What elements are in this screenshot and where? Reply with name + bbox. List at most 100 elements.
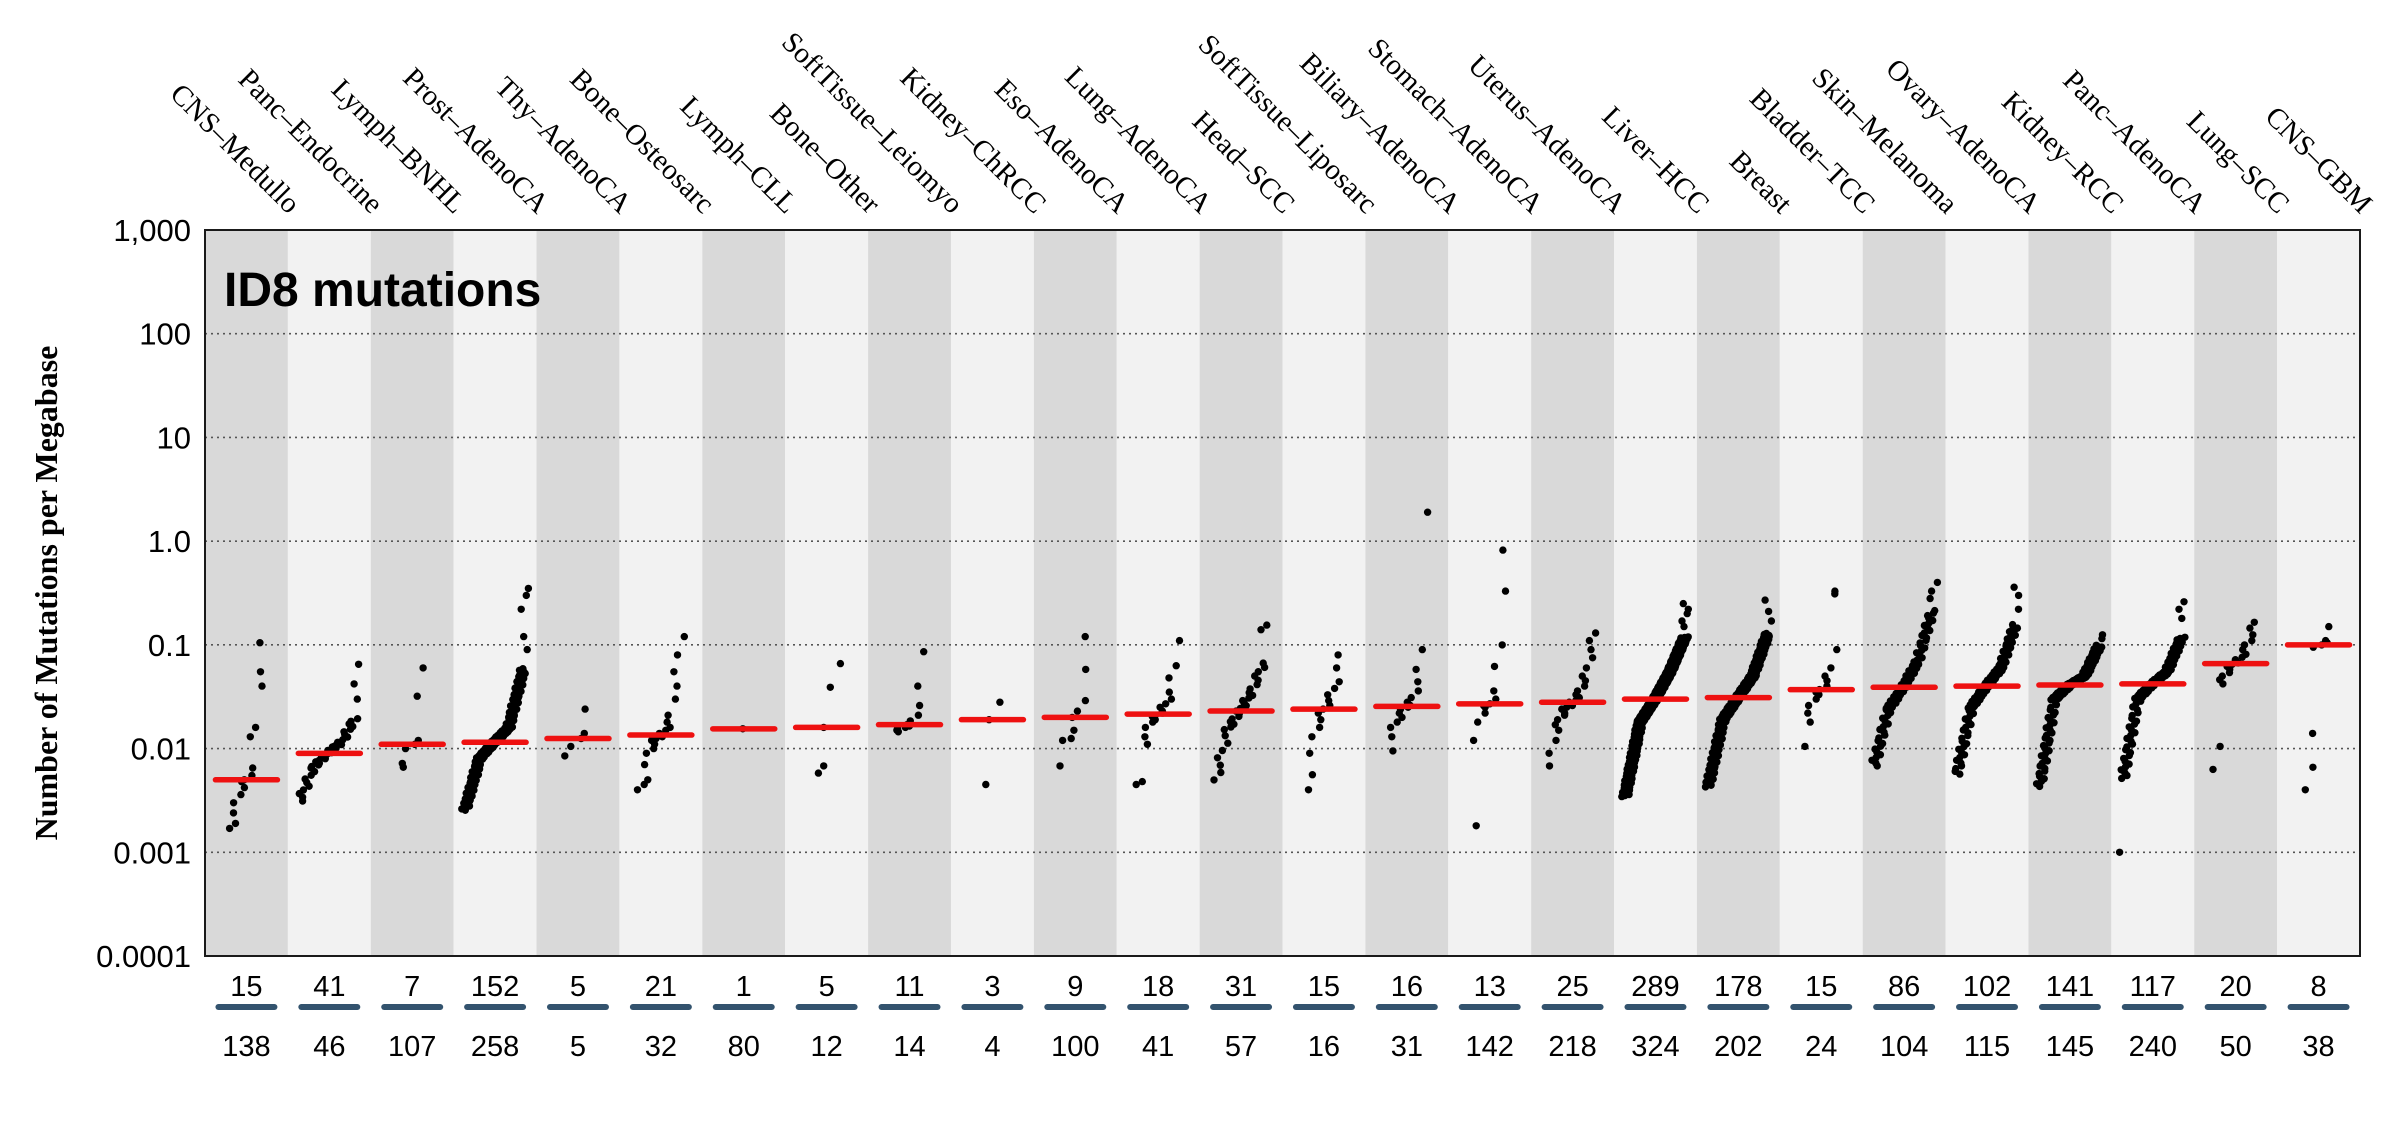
sample-dot xyxy=(1591,629,1600,637)
sample-dot xyxy=(1678,617,1686,625)
sample-dot xyxy=(2249,631,2257,639)
bottom-count: 32 xyxy=(645,1031,677,1063)
sample-dot xyxy=(1308,771,1317,779)
category-band xyxy=(1614,230,1697,956)
sample-dot xyxy=(1386,723,1395,732)
sample-dot xyxy=(1306,749,1314,757)
sample-dot xyxy=(2325,622,2333,631)
category-band xyxy=(1448,230,1532,956)
top-count: 289 xyxy=(1631,971,1679,1003)
sample-dot xyxy=(1481,709,1489,717)
sample-dot xyxy=(340,728,348,736)
sample-dot xyxy=(523,645,531,654)
sample-dot xyxy=(1552,736,1560,745)
top-count: 16 xyxy=(1391,971,1423,1003)
sample-dot xyxy=(231,819,240,828)
sample-dot xyxy=(982,780,990,789)
top-count: 31 xyxy=(1225,971,1257,1003)
category-band xyxy=(619,230,703,956)
top-count: 86 xyxy=(1888,971,1920,1003)
sample-dot xyxy=(1916,639,1924,647)
sample-dot xyxy=(1762,629,1771,638)
count-divider xyxy=(878,1004,941,1010)
y-tick-label: 0.0001 xyxy=(96,939,191,974)
sample-dot xyxy=(1073,707,1082,715)
sample-dot xyxy=(1804,701,1813,710)
y-tick-label: 100 xyxy=(139,317,191,352)
sample-dot xyxy=(1578,672,1587,680)
sample-dot xyxy=(1761,596,1769,604)
count-divider xyxy=(546,1004,609,1010)
top-count: 18 xyxy=(1142,971,1174,1003)
sample-dot xyxy=(2175,605,2183,613)
sample-dot xyxy=(567,742,575,751)
bottom-count: 12 xyxy=(811,1031,843,1063)
top-count: 20 xyxy=(2220,971,2252,1003)
sample-dot xyxy=(2047,703,2055,712)
bottom-count: 4 xyxy=(984,1031,1000,1063)
top-count: 3 xyxy=(984,971,1000,1003)
sample-dot xyxy=(2209,765,2217,774)
sample-dot xyxy=(225,824,234,833)
sample-dot xyxy=(2092,641,2100,649)
top-count: 11 xyxy=(894,971,924,1003)
top-count: 8 xyxy=(2310,971,2326,1003)
bottom-count: 142 xyxy=(1466,1031,1514,1063)
sample-dot xyxy=(1141,723,1150,732)
sample-dot xyxy=(1143,740,1152,748)
top-count: 21 xyxy=(645,971,677,1003)
top-count: 5 xyxy=(570,971,586,1003)
sample-dot xyxy=(2180,598,2188,606)
count-divider xyxy=(1707,1004,1770,1010)
y-tick-label: 0.001 xyxy=(113,835,191,870)
sample-dot xyxy=(1490,662,1499,671)
sample-dot xyxy=(2035,769,2043,778)
sample-dot xyxy=(1573,687,1582,695)
plot-border xyxy=(204,229,2361,957)
top-count: 5 xyxy=(819,971,835,1003)
sample-dot xyxy=(256,668,265,676)
category-band xyxy=(1531,230,1615,956)
y-tick-label: 10 xyxy=(157,420,191,455)
category-band xyxy=(1199,230,1283,956)
sample-dot xyxy=(1058,736,1067,745)
bottom-count: 104 xyxy=(1880,1031,1928,1063)
sample-dot xyxy=(246,733,254,741)
sample-dot xyxy=(673,651,682,659)
sample-dot xyxy=(1875,734,1883,742)
sample-dot xyxy=(1831,587,1839,595)
sample-dot xyxy=(1332,664,1341,672)
top-count: 102 xyxy=(1963,971,2011,1003)
category-label: Lung–AdenoCA xyxy=(1059,61,1218,220)
sample-dot xyxy=(1501,587,1510,595)
sample-dot xyxy=(561,752,569,760)
count-divider xyxy=(1044,1004,1107,1010)
sample-dot xyxy=(1801,742,1809,751)
sample-dot xyxy=(1587,645,1595,654)
bottom-count: 57 xyxy=(1225,1031,1257,1063)
count-divider xyxy=(1458,1004,1521,1010)
category-column xyxy=(1701,596,1776,791)
category-band xyxy=(370,230,454,956)
sample-dot xyxy=(1498,641,1506,649)
category-label: Ovary–AdenoCA xyxy=(1879,53,2046,220)
bottom-count: 14 xyxy=(893,1031,925,1063)
sample-dot xyxy=(229,809,238,817)
sample-dot xyxy=(398,759,406,768)
bottom-count: 80 xyxy=(728,1031,760,1063)
sample-dot xyxy=(1804,709,1812,717)
sample-dot xyxy=(2120,754,2128,763)
sample-dot xyxy=(826,683,834,691)
sample-dot xyxy=(2248,636,2256,645)
sample-dot xyxy=(1407,693,1415,702)
category-band xyxy=(1282,230,1366,956)
bottom-count: 100 xyxy=(1051,1031,1099,1063)
count-divider xyxy=(2204,1004,2267,1010)
sample-dot xyxy=(1070,726,1078,734)
bottom-count: 138 xyxy=(222,1031,270,1063)
sample-dot xyxy=(673,682,681,690)
category-band xyxy=(453,230,537,956)
sample-dot xyxy=(251,723,260,732)
sample-dot xyxy=(1423,508,1432,516)
